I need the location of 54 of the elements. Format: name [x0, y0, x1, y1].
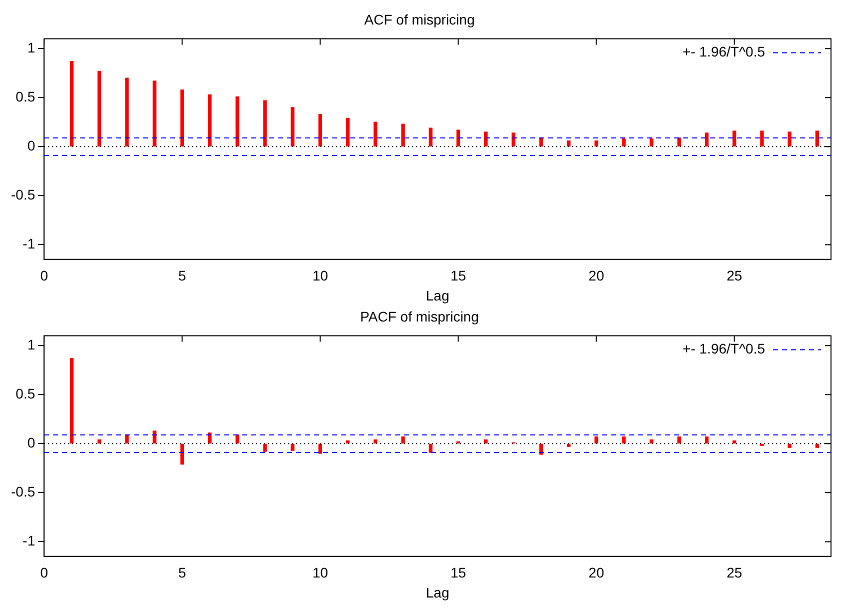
- bar: [512, 132, 516, 146]
- bar: [98, 70, 102, 146]
- x-tick-label: 0: [40, 564, 48, 581]
- x-tick-label: 25: [726, 268, 742, 284]
- bar: [428, 128, 432, 146]
- bar: [456, 130, 460, 146]
- bar: [484, 132, 488, 146]
- x-tick-label: 15: [450, 268, 466, 284]
- x-tick-label: 20: [588, 564, 604, 581]
- x-tick-label: 15: [450, 564, 466, 581]
- x-tick-label: 10: [312, 564, 328, 581]
- bar: [180, 89, 184, 146]
- bar: [70, 61, 74, 146]
- bar: [236, 96, 240, 146]
- bar: [374, 122, 378, 146]
- x-axis-title: Lag: [426, 287, 450, 304]
- bar: [318, 114, 322, 146]
- bar: [732, 130, 736, 146]
- y-tick-label: -0.5: [11, 186, 36, 203]
- legend-label: +- 1.96/T^0.5: [682, 340, 766, 357]
- y-tick-label: -1: [22, 236, 36, 252]
- chart-title: ACF of mispricing: [364, 11, 475, 28]
- bar: [650, 138, 654, 146]
- bar: [594, 140, 598, 146]
- bar: [566, 140, 571, 146]
- bar: [401, 124, 405, 146]
- y-tick-label: -0.5: [11, 484, 36, 500]
- y-tick-label: 0: [27, 138, 36, 154]
- x-tick-label: 25: [726, 564, 742, 581]
- bar: [152, 80, 156, 146]
- y-tick-label: 0.5: [16, 385, 36, 402]
- x-tick-label: 5: [178, 268, 186, 284]
- y-tick-label: 1: [27, 336, 36, 352]
- x-tick-label: 20: [588, 268, 604, 284]
- y-tick-label: 0.5: [16, 88, 36, 104]
- bar: [788, 132, 792, 146]
- y-tick-label: -1: [22, 532, 36, 549]
- y-tick-label: 0: [27, 434, 36, 451]
- bar: [290, 107, 294, 146]
- x-tick-label: 10: [312, 268, 328, 284]
- bar: [208, 94, 212, 146]
- chart-title: PACF of mispricing: [360, 308, 479, 324]
- bar: [815, 130, 820, 146]
- bar: [125, 78, 129, 146]
- bar: [263, 100, 267, 146]
- bar: [760, 130, 764, 146]
- x-tick-label: 5: [178, 564, 186, 581]
- bar: [704, 132, 709, 146]
- legend-label: +- 1.96/T^0.5: [682, 44, 766, 60]
- bar: [346, 118, 350, 146]
- x-tick-label: 0: [40, 268, 48, 284]
- bar: [622, 138, 626, 146]
- y-tick-label: 1: [27, 39, 36, 56]
- x-axis-title: Lag: [426, 584, 450, 600]
